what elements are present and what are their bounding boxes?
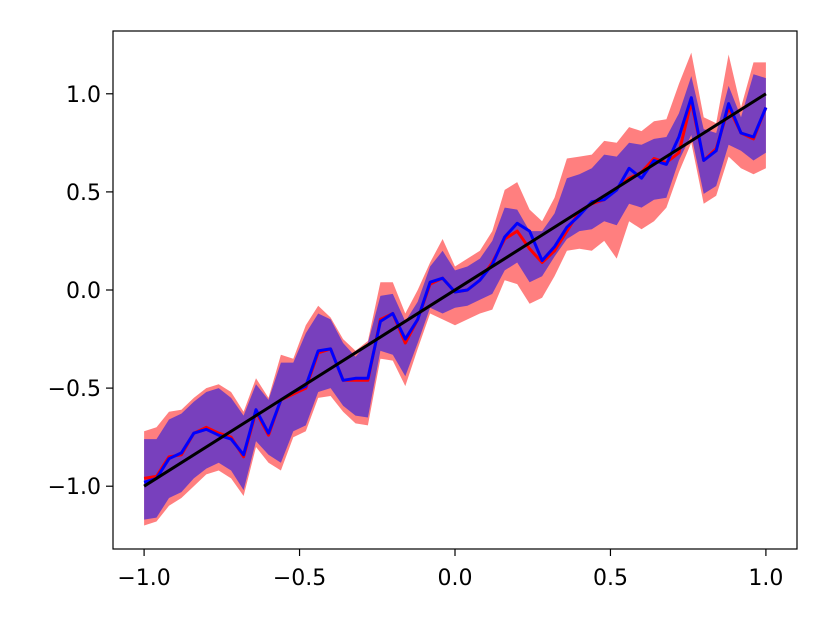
series-lines <box>143 92 768 488</box>
series-line-2 <box>143 92 767 488</box>
y-axis-ticks: −1.0 −0.5 0.0 0.5 1.0 <box>48 83 113 500</box>
series-line-1 <box>143 96 768 484</box>
y-tick-label: 0.5 <box>66 181 101 206</box>
x-tick-label: −1.0 <box>117 566 170 591</box>
y-tick-label: 0.0 <box>66 279 101 304</box>
y-tick-label: −0.5 <box>48 377 101 402</box>
y-tick-label: 1.0 <box>66 83 101 108</box>
x-tick-label: 0.0 <box>438 566 473 591</box>
x-axis-ticks: −1.0 −0.5 0.0 0.5 1.0 <box>117 549 783 591</box>
x-tick-label: −0.5 <box>273 566 326 591</box>
band-1 <box>144 74 766 520</box>
x-tick-label: 1.0 <box>748 566 783 591</box>
y-tick-label: −1.0 <box>48 475 101 500</box>
x-tick-label: 0.5 <box>593 566 628 591</box>
